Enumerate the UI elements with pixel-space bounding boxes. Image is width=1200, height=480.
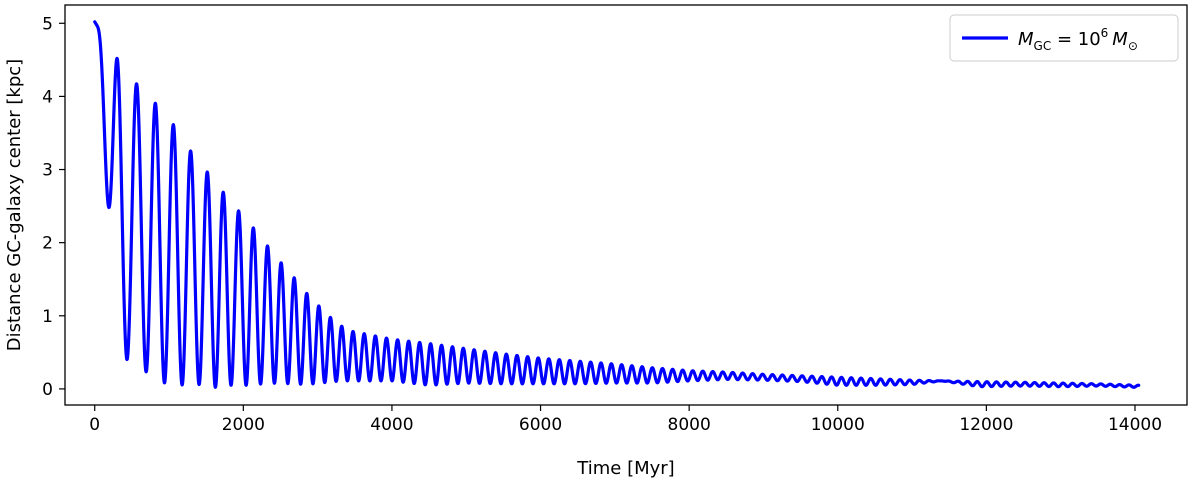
y-axis-ticks: 0 1 2 3 4 5 (42, 14, 65, 400)
legend-label: MGC = 106 M⊙ (1018, 26, 1138, 53)
y-tick-label: 5 (42, 14, 53, 34)
y-axis-label: Distance GC-galaxy center [kpc] (4, 59, 25, 351)
x-tick-label: 8000 (668, 415, 711, 435)
y-tick-label: 2 (42, 234, 53, 254)
legend: MGC = 106 M⊙ (949, 14, 1179, 62)
x-tick-label: 6000 (519, 415, 562, 435)
y-tick-label: 1 (42, 307, 53, 327)
x-tick-label: 14000 (1108, 415, 1162, 435)
y-tick-label: 0 (42, 380, 53, 400)
x-tick-label: 10000 (811, 415, 865, 435)
x-tick-label: 4000 (370, 415, 413, 435)
plot-frame (64, 4, 1188, 406)
x-axis-ticks: 0 2000 4000 6000 8000 10000 12000 14000 (89, 405, 1162, 435)
y-tick-label: 4 (42, 87, 53, 107)
legend-box (949, 14, 1179, 62)
series-line (93, 20, 1141, 389)
x-tick-label: 12000 (959, 415, 1013, 435)
x-tick-label: 0 (89, 415, 100, 435)
x-axis-label: Time [Myr] (576, 458, 674, 479)
x-tick-label: 2000 (222, 415, 265, 435)
y-tick-label: 3 (42, 161, 53, 181)
